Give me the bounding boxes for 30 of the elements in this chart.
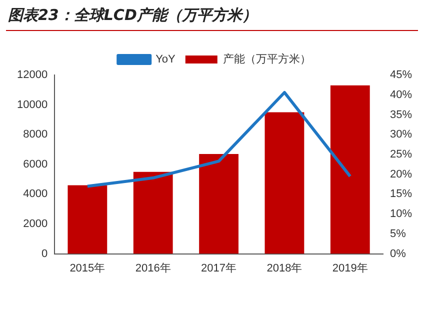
bar [199,154,238,254]
y-tick-label: 6000 [23,158,48,170]
y2-tick-label: 40% [390,88,412,101]
y2-tick-label: 15% [390,188,412,200]
bar [68,185,108,254]
y2-tick-label: 45% [390,69,412,82]
legend-label: YoY [156,54,176,66]
bar [264,112,304,254]
legend-label: 产能（万平方米） [222,52,311,66]
y2-tick-label: 30% [390,128,412,141]
chart-title: 图表23：全球LCD产能（万平方米） [8,6,257,25]
y2-tick-label: 10% [390,208,412,220]
y2-tick-label: 5% [390,228,406,240]
y2-tick-label: 35% [390,108,412,121]
y-tick-label: 8000 [23,128,48,141]
y2-tick-label: 20% [390,168,412,180]
y-tick-label: 2000 [23,218,48,230]
x-tick-label: 2017年 [201,262,237,274]
x-tick-label: 2015年 [70,262,106,274]
x-tick-label: 2016年 [135,262,171,274]
bar [133,172,173,254]
y-tick-label: 4000 [23,188,48,200]
y-tick-label: 10000 [16,98,48,111]
y2-tick-label: 0% [390,248,406,260]
x-tick-label: 2018年 [266,262,302,274]
y2-tick-label: 25% [390,148,412,160]
x-tick-label: 2019年 [332,262,368,274]
y-tick-label: 0 [41,248,48,260]
y-tick-label: 12000 [16,69,48,82]
bar [330,85,370,254]
